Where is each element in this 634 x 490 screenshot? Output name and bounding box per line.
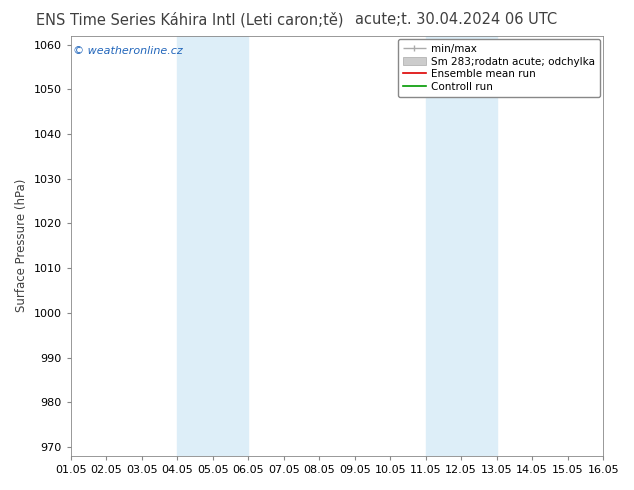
Y-axis label: Surface Pressure (hPa): Surface Pressure (hPa) bbox=[15, 179, 28, 313]
Text: ENS Time Series Káhira Intl (Leti caron;tě): ENS Time Series Káhira Intl (Leti caron;… bbox=[36, 12, 344, 28]
Bar bbox=[178, 36, 248, 456]
Text: acute;t. 30.04.2024 06 UTC: acute;t. 30.04.2024 06 UTC bbox=[356, 12, 557, 27]
Bar bbox=[425, 36, 496, 456]
Text: © weatheronline.cz: © weatheronline.cz bbox=[74, 46, 183, 56]
Legend: min/max, Sm 283;rodatn acute; odchylka, Ensemble mean run, Controll run: min/max, Sm 283;rodatn acute; odchylka, … bbox=[398, 39, 600, 97]
